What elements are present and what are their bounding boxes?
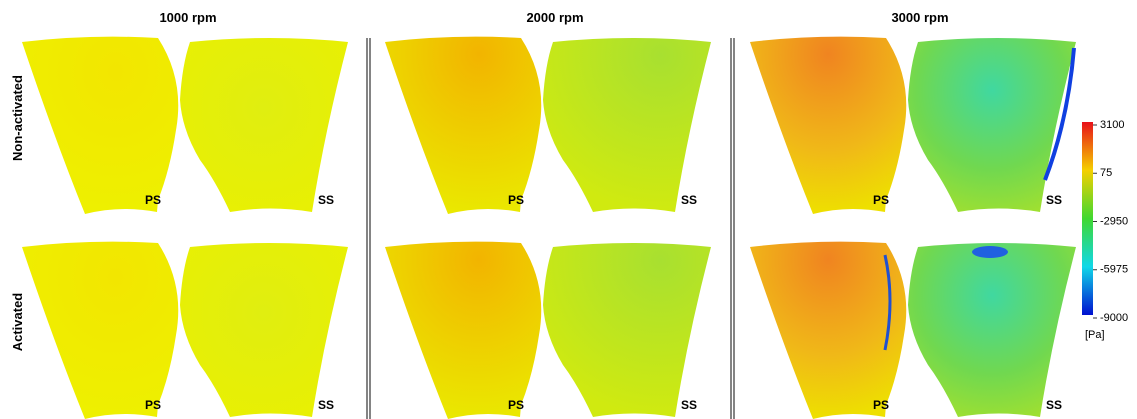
panel-label: SS (1046, 398, 1062, 412)
panel-label: PS (508, 398, 524, 412)
figure: 1000 rpm 2000 rpm 3000 rpm Non-activated… (0, 0, 1137, 419)
column-title: 1000 rpm (159, 10, 216, 25)
colorbar-tick-label: -5975 (1100, 264, 1128, 276)
panel-label: PS (873, 398, 889, 412)
blade-contours (22, 37, 1076, 419)
colorbar-tick-label: 75 (1100, 167, 1112, 179)
panel-label: SS (681, 398, 697, 412)
panel-label: PS (508, 193, 524, 207)
colorbar-tick-label: 3100 (1100, 119, 1124, 131)
panel-label: PS (145, 398, 161, 412)
panel-label: PS (145, 193, 161, 207)
panel-label: SS (318, 398, 334, 412)
panel-label: PS (873, 193, 889, 207)
row-label: Activated (10, 293, 25, 352)
colorbar (1082, 122, 1093, 315)
colorbar-tick-label: -9000 (1100, 312, 1128, 324)
column-title: 2000 rpm (526, 10, 583, 25)
colorbar-tick-label: -2950 (1100, 215, 1128, 227)
panel-label: SS (1046, 193, 1062, 207)
row-label: Non-activated (10, 75, 25, 161)
panel-label: SS (318, 193, 334, 207)
panel-label: SS (681, 193, 697, 207)
column-title: 3000 rpm (891, 10, 948, 25)
colorbar-unit: [Pa] (1085, 329, 1105, 341)
